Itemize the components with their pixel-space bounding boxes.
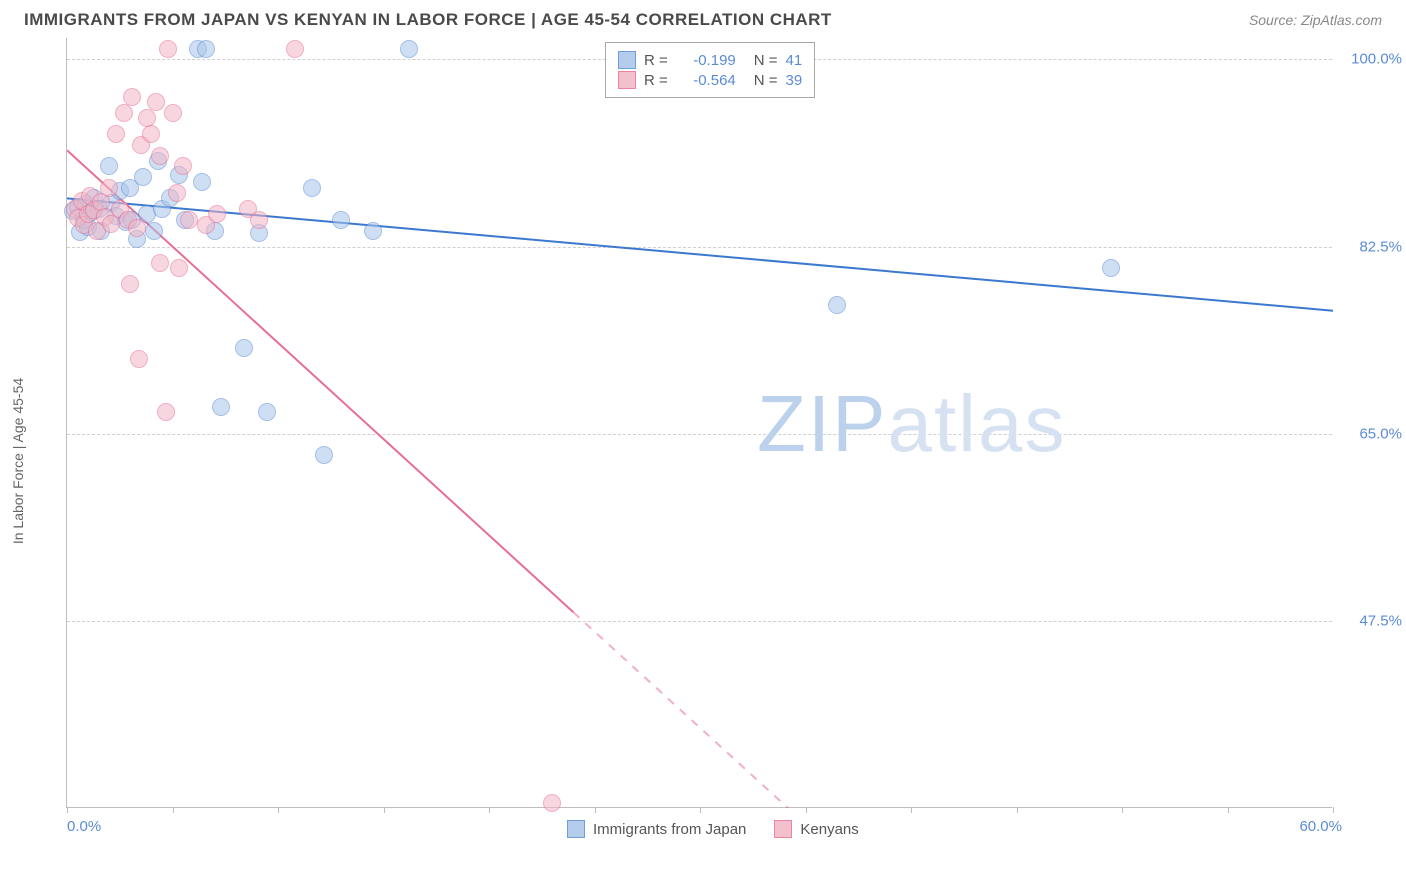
x-tick [595,807,596,813]
stats-n-label: N = [754,72,778,89]
legend-item: Kenyans [774,820,858,838]
data-point [107,125,125,143]
stats-n-label: N = [754,52,778,69]
data-point [235,339,253,357]
data-point [543,794,561,812]
legend-label: Kenyans [800,821,858,838]
stats-r-label: R = [644,72,668,89]
data-point [151,147,169,165]
x-tick [1122,807,1123,813]
data-point [400,40,418,58]
data-point [315,446,333,464]
stats-row: R = -0.564 N = 39 [618,71,802,89]
gridline [67,621,1332,622]
data-point [303,179,321,197]
legend-swatch [774,820,792,838]
data-point [180,211,198,229]
y-tick-label: 100.0% [1342,51,1402,68]
legend-swatch [567,820,585,838]
x-max-label: 60.0% [1299,818,1342,835]
data-point [208,205,226,223]
x-tick [489,807,490,813]
data-point [100,157,118,175]
x-tick [1228,807,1229,813]
stats-r-value: -0.199 [676,52,736,69]
gridline [67,247,1332,248]
stats-row: R = -0.199 N = 41 [618,51,802,69]
legend-swatch [618,71,636,89]
data-point [151,254,169,272]
data-point [159,40,177,58]
legend-label: Immigrants from Japan [593,821,746,838]
data-point [145,222,163,240]
data-point [364,222,382,240]
chart-title: IMMIGRANTS FROM JAPAN VS KENYAN IN LABOR… [24,10,832,30]
data-point [142,125,160,143]
stats-r-label: R = [644,52,668,69]
data-point [157,403,175,421]
bottom-legend: Immigrants from Japan Kenyans [567,820,859,838]
x-tick [1333,807,1334,813]
data-point [130,350,148,368]
x-tick [67,807,68,813]
watermark: ZIPatlas [757,378,1066,470]
chart-source: Source: ZipAtlas.com [1249,12,1382,28]
data-point [286,40,304,58]
data-point [128,219,146,237]
stats-r-value: -0.564 [676,72,736,89]
legend-swatch [618,51,636,69]
data-point [250,211,268,229]
y-axis-label: In Labor Force | Age 45-54 [10,378,26,544]
data-point [197,40,215,58]
x-tick [911,807,912,813]
x-tick [806,807,807,813]
data-point [212,398,230,416]
plot-region: 47.5%65.0%82.5%100.0%0.0%60.0%ZIPatlasR … [66,38,1332,808]
x-tick [700,807,701,813]
y-tick-label: 47.5% [1342,612,1402,629]
x-tick [278,807,279,813]
stats-n-value: 41 [786,52,803,69]
gridline [67,434,1332,435]
data-point [193,173,211,191]
data-point [174,157,192,175]
data-point [164,104,182,122]
data-point [1102,259,1120,277]
y-tick-label: 82.5% [1342,238,1402,255]
chart-area: In Labor Force | Age 45-54 47.5%65.0%82.… [24,38,1406,868]
data-point [170,259,188,277]
y-tick-label: 65.0% [1342,425,1402,442]
x-min-label: 0.0% [67,818,101,835]
data-point [168,184,186,202]
data-point [115,104,133,122]
legend-item: Immigrants from Japan [567,820,746,838]
trend-lines [67,38,1333,808]
data-point [134,168,152,186]
data-point [121,275,139,293]
data-point [332,211,350,229]
stats-n-value: 39 [786,72,803,89]
x-tick [1017,807,1018,813]
x-tick [173,807,174,813]
x-tick [384,807,385,813]
stats-legend: R = -0.199 N = 41 R = -0.564 N = 39 [605,42,815,98]
data-point [100,179,118,197]
data-point [258,403,276,421]
data-point [828,296,846,314]
data-point [147,93,165,111]
data-point [123,88,141,106]
